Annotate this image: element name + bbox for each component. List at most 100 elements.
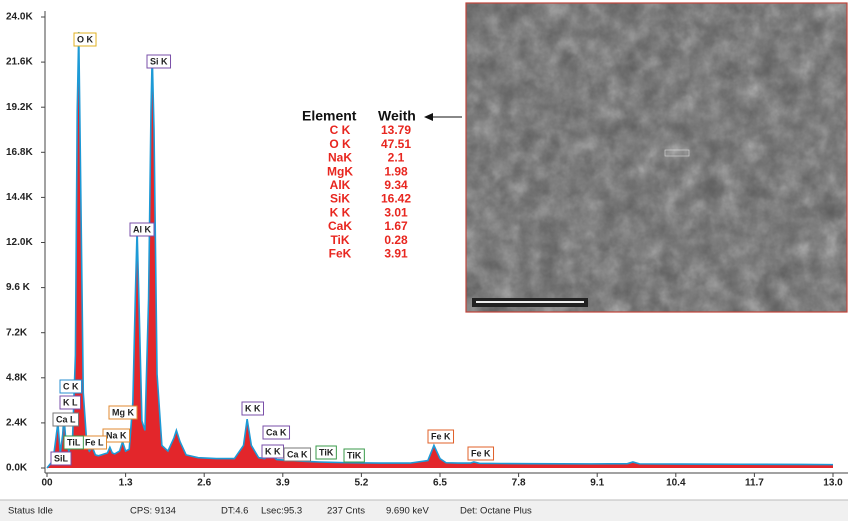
peak-label: C K (59, 379, 82, 394)
status-bar (0, 500, 848, 521)
peak-label: Ca K (283, 447, 312, 462)
peak-label-text: K K (265, 446, 281, 456)
peak-label-box (427, 429, 455, 444)
peak-label-text: SiL (54, 453, 69, 463)
x-tick-label: 9.1 (590, 478, 604, 489)
peak-label-box (63, 435, 84, 450)
arrow-head (424, 113, 433, 121)
scale-bar (476, 301, 584, 303)
table-element: AlK (330, 178, 351, 192)
y-tick-label: 24.0K (6, 12, 33, 23)
x-tick-label: 00 (41, 478, 53, 489)
table-weight: 9.34 (384, 178, 408, 192)
x-tick-label: 3.9 (276, 478, 290, 489)
x-tick-label: 13.0 (823, 478, 843, 489)
peak-label-text: Al K (133, 224, 152, 234)
peak-label-box (52, 412, 80, 427)
table-weight: 16.42 (381, 192, 411, 206)
status-item: Lsec:95.3 (261, 506, 302, 517)
x-tick-label: 10.4 (666, 478, 686, 489)
peak-label-box (283, 447, 312, 462)
image-border (465, 2, 848, 313)
peak-label-box (59, 379, 82, 394)
peak-label-text: Ca L (56, 414, 76, 424)
peak-label: Al K (129, 222, 155, 237)
peak-label-box (50, 451, 72, 466)
spectrum-line (46, 32, 834, 469)
peak-label: SiL (50, 451, 72, 466)
peak-label-text: Si K (150, 56, 168, 66)
x-tick-label: 7.8 (512, 478, 526, 489)
y-tick-label: 2.4K (6, 418, 28, 429)
peak-label-text: C K (63, 381, 79, 391)
plot-area: 0.0K 2.4K 4.8K 7.2K 9.6 K 12.0K 14.4K 16.8K 19.2… (6, 11, 848, 489)
y-tick-label: 7.2K (6, 327, 28, 338)
peak-label-text: Na K (106, 430, 127, 440)
table-weight: 1.98 (384, 164, 408, 178)
table-weight: 0.28 (384, 233, 408, 247)
peak-label-text: TiK (347, 450, 362, 460)
status-item: CPS: 9134 (130, 506, 176, 517)
table-element: C K (330, 123, 351, 137)
table-element: FeK (329, 246, 352, 260)
peak-label: TiL (63, 435, 84, 450)
peak-label-text: TiK (319, 447, 334, 457)
peak-label: Fe K (427, 429, 455, 444)
peak-label: Mg K (108, 405, 138, 420)
peak-label-text: K K (245, 403, 261, 413)
peak-label: Si K (146, 54, 172, 69)
table-element: K K (330, 205, 351, 219)
table-weight: 3.91 (384, 246, 408, 260)
table-header: Weith (378, 108, 416, 124)
peak-label: K L (59, 395, 81, 410)
peak-label: K K (241, 401, 264, 416)
peak-label-text: O K (77, 34, 94, 44)
status-item: 9.690 keV (386, 506, 429, 517)
peak-label-box (146, 54, 172, 69)
table-element: NaK (328, 151, 352, 165)
table-element: MgK (327, 164, 353, 178)
peak-label: K K (261, 444, 284, 459)
peak-label-text: Fe K (471, 448, 491, 458)
y-tick-label: 12.0K (6, 237, 33, 248)
y-tick-label: 16.8K (6, 147, 33, 158)
status-item: Det: Octane Plus (460, 506, 532, 517)
peak-label: Ca K (262, 425, 291, 440)
x-tick-label: 1.3 (119, 478, 133, 489)
peak-label-box (73, 32, 97, 47)
sem-image (465, 2, 848, 313)
table-element: CaK (328, 219, 352, 233)
y-tick-label: 14.4K (6, 192, 33, 203)
peak-label-box (467, 446, 495, 461)
table-element: O K (329, 137, 351, 151)
status-item: DT:4.6 (221, 506, 248, 517)
status-items: Status Idle CPS: 9134 DT:4.6 Lsec:95.3 237 C… (8, 506, 532, 517)
peak-label-text: K L (63, 397, 78, 407)
peak-label: TiK (315, 445, 337, 460)
peak-label-box (59, 395, 81, 410)
x-tick-label: 6.5 (433, 478, 447, 489)
peak-label-box (262, 425, 291, 440)
peak-label-text: Fe K (431, 431, 451, 441)
peak-label: Ca L (52, 412, 80, 427)
weight-table: Element Weith C K 13.79 O K 47.51 NaK 2.1 MgK 1.9… (302, 108, 416, 261)
table-header: Element (302, 108, 357, 124)
peak-label: O K (73, 32, 97, 47)
peak-label-text: TiL (67, 437, 81, 447)
peak-label: Fe L (81, 435, 108, 450)
table-element: TiK (330, 233, 349, 247)
peak-label-box (129, 222, 155, 237)
image-texture (466, 3, 847, 312)
y-tick-label: 9.6 K (6, 282, 31, 293)
peak-label-box (108, 405, 138, 420)
y-tick-label: 0.0K (6, 463, 28, 474)
table-element: SiK (330, 192, 350, 206)
x-tick-label: 11.7 (745, 478, 764, 489)
table-weight: 2.1 (388, 151, 405, 165)
table-weight: 1.67 (384, 219, 408, 233)
area-marker (664, 149, 690, 157)
table-weight: 3.01 (384, 205, 408, 219)
peak-label-text: Fe L (85, 437, 104, 447)
